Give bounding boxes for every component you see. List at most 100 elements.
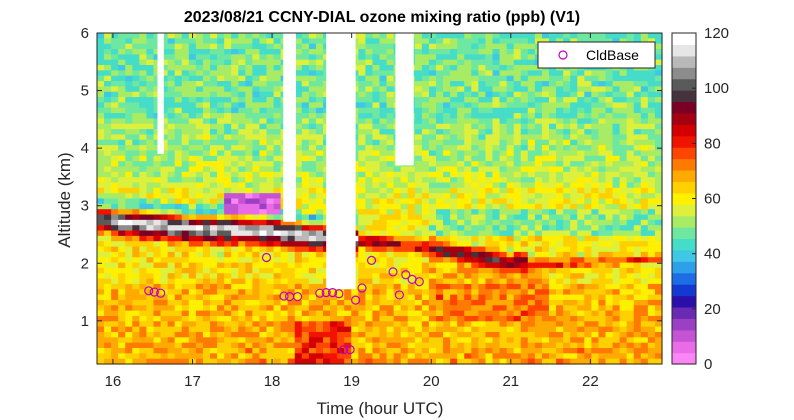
heatmap-cell <box>393 171 402 178</box>
heatmap-cell <box>626 155 635 162</box>
heatmap-cell <box>280 299 289 306</box>
heatmap-cell <box>563 155 571 162</box>
heatmap-cell <box>308 299 317 306</box>
heatmap-cell <box>527 257 536 264</box>
heatmap-cell <box>231 262 239 269</box>
heatmap-cell <box>598 347 607 354</box>
heatmap-cell <box>534 241 543 248</box>
heatmap-cell <box>471 118 479 125</box>
heatmap-cell <box>231 273 239 280</box>
heatmap-cell <box>294 129 303 136</box>
heatmap-cell <box>471 305 479 312</box>
heatmap-cell <box>563 145 571 152</box>
heatmap-cell <box>584 347 592 354</box>
heatmap-cell <box>400 193 409 200</box>
heatmap-cell <box>266 235 275 242</box>
heatmap-cell <box>358 267 366 274</box>
heatmap-cell <box>118 75 126 82</box>
heatmap-cell <box>647 91 656 98</box>
heatmap-cell <box>563 129 571 136</box>
heatmap-cell <box>527 326 536 333</box>
heatmap-cell <box>188 294 197 301</box>
heatmap-cell <box>104 182 112 189</box>
heatmap-cell <box>379 150 388 157</box>
heatmap-cell <box>195 187 204 194</box>
heatmap-cell <box>570 273 578 280</box>
heatmap-cell <box>605 155 614 162</box>
heatmap-cell <box>407 353 416 360</box>
heatmap-cell <box>443 129 451 136</box>
heatmap-cell <box>111 182 119 189</box>
heatmap-cell <box>443 305 451 312</box>
heatmap-cell <box>506 182 515 189</box>
heatmap-cell <box>252 219 261 226</box>
heatmap-cell <box>174 198 183 205</box>
heatmap-cell <box>224 214 232 221</box>
heatmap-cell <box>132 294 140 301</box>
heatmap-cell <box>541 113 550 120</box>
heatmap-cell <box>450 193 458 200</box>
heatmap-cell <box>358 187 366 194</box>
heatmap-cell <box>337 289 345 296</box>
heatmap-cell <box>577 134 585 141</box>
heatmap-cell <box>273 315 282 322</box>
heatmap-cell <box>436 97 444 103</box>
heatmap-cell <box>280 331 289 338</box>
heatmap-cell <box>287 219 296 226</box>
heatmap-cell <box>217 235 225 242</box>
heatmap-cell <box>146 278 155 285</box>
heatmap-cell <box>520 177 529 184</box>
heatmap-cell <box>294 134 303 141</box>
heatmap-cell <box>337 353 345 360</box>
heatmap-cell <box>407 278 416 285</box>
heatmap-cell <box>351 299 359 306</box>
heatmap-cell <box>252 187 261 194</box>
heatmap-cell <box>259 107 268 114</box>
heatmap-cell <box>195 278 204 285</box>
heatmap-cell <box>640 246 649 253</box>
heatmap-cell <box>301 337 310 344</box>
heatmap-cell <box>534 278 543 285</box>
heatmap-cell <box>330 342 338 349</box>
heatmap-cell <box>654 70 663 77</box>
heatmap-cell <box>160 49 169 55</box>
heatmap-cell <box>153 337 162 344</box>
heatmap-cell <box>393 230 402 237</box>
heatmap-cell <box>407 299 416 306</box>
heatmap-cell <box>195 145 204 152</box>
heatmap-cell <box>450 289 458 296</box>
heatmap-cell <box>259 155 268 162</box>
heatmap-cell <box>605 219 614 226</box>
heatmap-cell <box>556 219 564 226</box>
heatmap-cell <box>485 251 494 258</box>
heatmap-cell <box>647 278 656 285</box>
heatmap-cell <box>471 342 479 349</box>
heatmap-cell <box>146 155 155 162</box>
heatmap-cell <box>534 118 543 125</box>
heatmap-cell <box>577 75 585 82</box>
heatmap-cell <box>400 321 409 328</box>
heatmap-cell <box>308 171 317 178</box>
heatmap-cell <box>485 230 494 237</box>
heatmap-cell <box>195 139 204 146</box>
heatmap-cell <box>294 118 303 125</box>
heatmap-cell <box>174 278 183 285</box>
heatmap-cell <box>633 203 642 210</box>
heatmap-cell <box>266 315 275 322</box>
heatmap-cell <box>238 283 246 290</box>
heatmap-cell <box>167 294 176 301</box>
heatmap-cell <box>308 262 317 269</box>
heatmap-cell <box>301 203 310 210</box>
heatmap-cell <box>104 187 112 194</box>
heatmap-cell <box>224 123 232 130</box>
heatmap-cell <box>379 97 388 103</box>
heatmap-cell <box>527 59 536 66</box>
heatmap-cell <box>118 283 126 290</box>
heatmap-cell <box>132 65 140 71</box>
heatmap-cell <box>513 278 522 285</box>
heatmap-cell <box>273 187 282 194</box>
heatmap-cell <box>217 49 225 55</box>
heatmap-cell <box>195 198 204 205</box>
heatmap-cell <box>485 129 494 136</box>
heatmap-cell <box>195 353 204 360</box>
